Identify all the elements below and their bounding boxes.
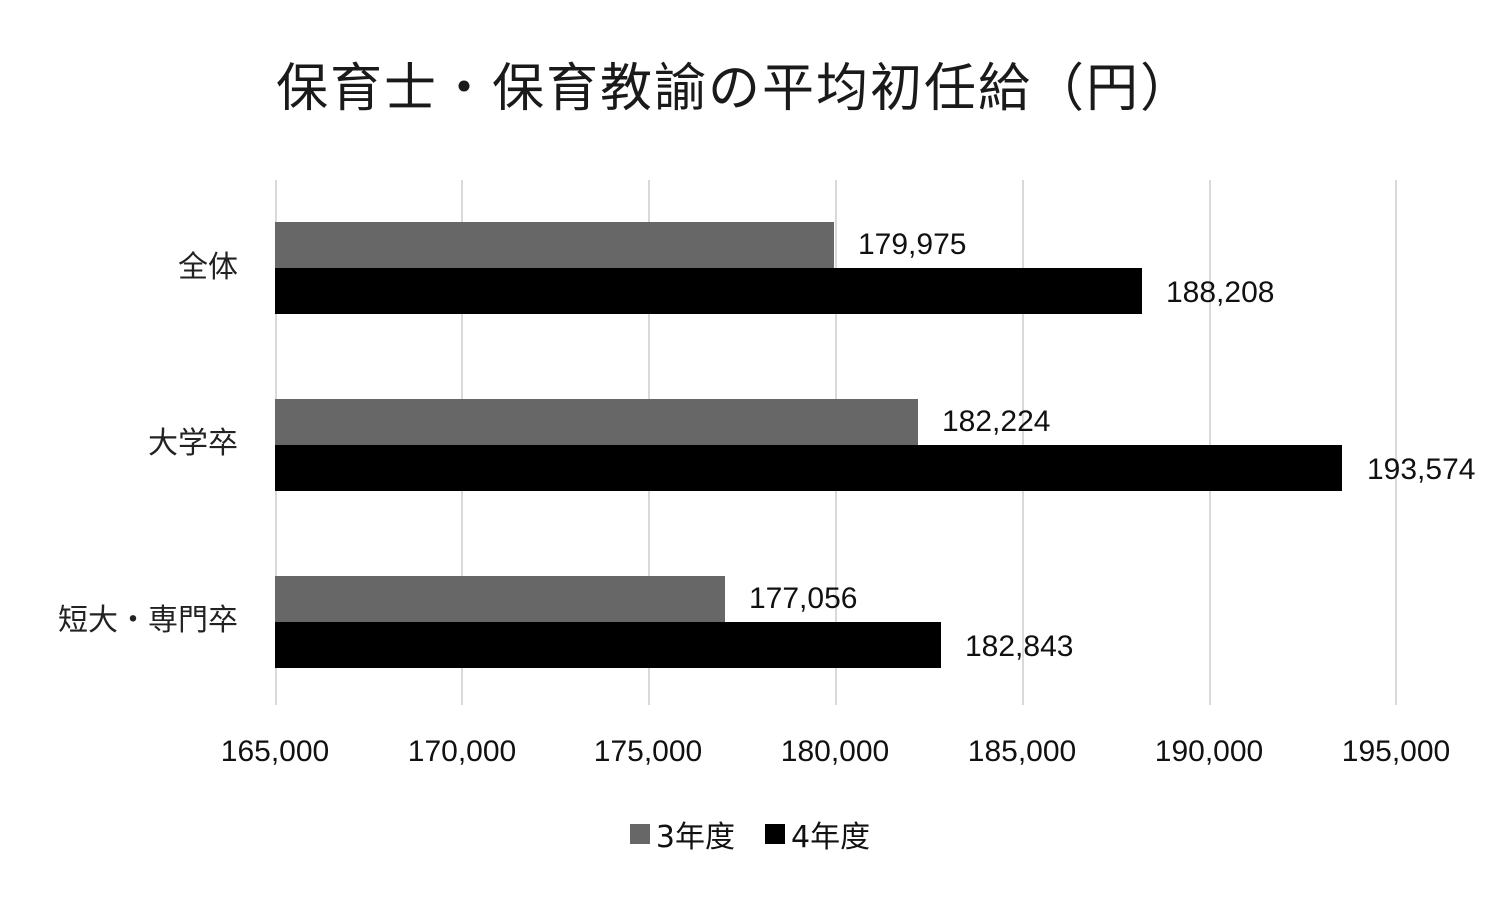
- legend-swatch-square-icon: [629, 824, 650, 844]
- category-label: 大学卒: [148, 426, 238, 461]
- value-label: 179,975: [858, 228, 967, 261]
- legend-swatch-square-icon: [765, 824, 785, 844]
- legend-item-3nendo: 3年度: [629, 812, 735, 856]
- x-tick-label: 185,000: [967, 735, 1077, 768]
- chart-title: 保育士・保育教諭の平均初任給（円）: [275, 59, 1194, 119]
- bar-4nendo-daigaku: [275, 445, 1342, 491]
- x-tick-label: 165,000: [220, 735, 330, 768]
- bar-3nendo-zentai: [275, 222, 834, 268]
- plot-area: 179,975 188,208 182,224 193,574 177,056 …: [275, 180, 1475, 705]
- legend-label: 4年度: [791, 820, 871, 855]
- gridline: [1395, 180, 1397, 705]
- category-label: 短大・専門卒: [58, 603, 238, 638]
- value-label: 182,224: [942, 405, 1051, 438]
- bar-3nendo-daigaku: [275, 399, 918, 445]
- bar-4nendo-tandai: [275, 622, 941, 668]
- gridline: [1022, 180, 1024, 705]
- value-label: 193,574: [1367, 453, 1476, 486]
- gridline: [1209, 180, 1211, 705]
- legend-item-4nendo: 4年度: [765, 812, 870, 856]
- x-tick-label: 175,000: [593, 735, 703, 768]
- bar-3nendo-tandai: [275, 576, 725, 622]
- bar-4nendo-zentai: [275, 268, 1142, 314]
- x-tick-label: 180,000: [780, 735, 890, 768]
- x-tick-label: 170,000: [407, 735, 517, 768]
- value-label: 177,056: [749, 582, 858, 615]
- category-label: 全体: [178, 250, 238, 285]
- legend-label: 3年度: [655, 820, 735, 855]
- x-tick-label: 190,000: [1154, 735, 1264, 768]
- value-label: 188,208: [1166, 276, 1275, 309]
- value-label: 182,843: [965, 630, 1074, 663]
- x-tick-label: 195,000: [1341, 735, 1451, 768]
- legend: 3年度 4年度: [0, 812, 1500, 856]
